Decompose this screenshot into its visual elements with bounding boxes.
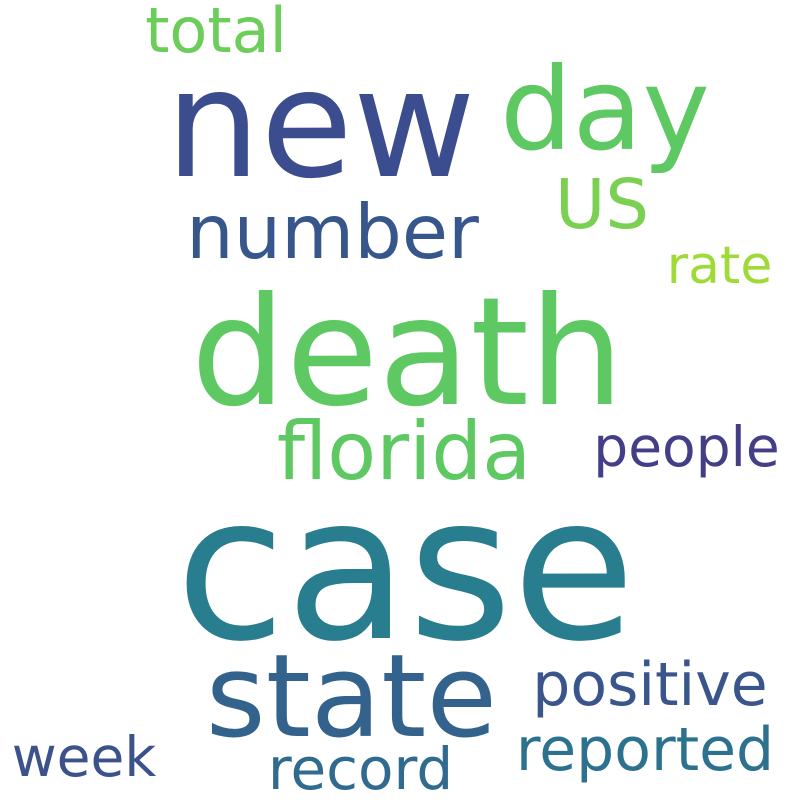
word-rate: rate <box>666 236 773 296</box>
word-florida: florida <box>276 405 532 498</box>
word-reported: reported <box>515 715 775 785</box>
word-us: US <box>555 164 649 245</box>
word-day: day <box>500 42 710 176</box>
word-new: new <box>165 38 476 212</box>
word-week: week <box>11 725 157 789</box>
word-people: people <box>593 415 780 479</box>
word-state: state <box>205 630 498 764</box>
word-number: number <box>186 188 479 276</box>
word-case: case <box>175 453 636 686</box>
word-total: total <box>145 0 287 67</box>
word-death: death <box>190 266 625 440</box>
word-positive: positive <box>532 650 768 720</box>
word-record: record <box>267 735 454 800</box>
